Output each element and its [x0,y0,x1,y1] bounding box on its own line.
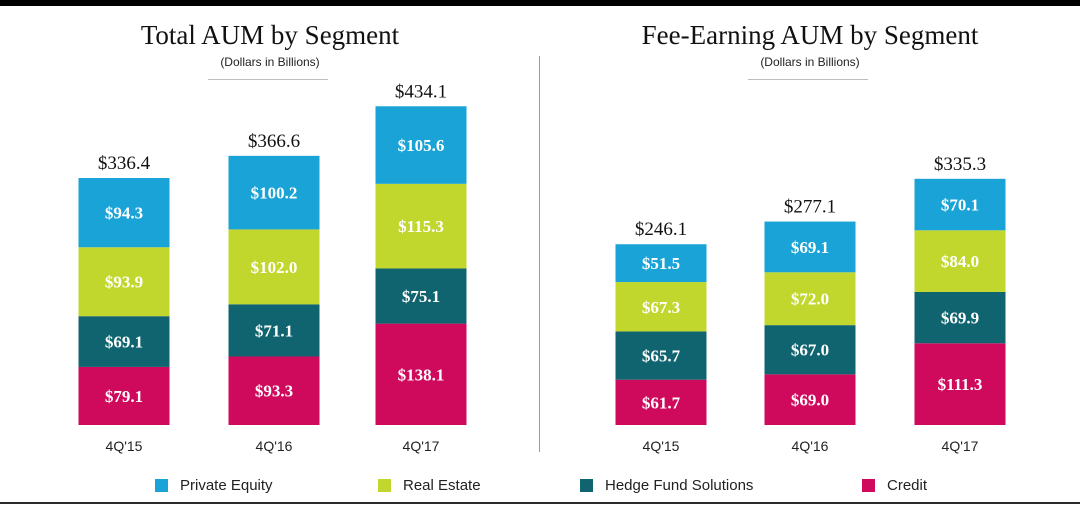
chart-subtitle: (Dollars in Billions) [760,55,860,69]
bottom-bar [0,502,1080,504]
data-label-private-equity: $69.1 [791,238,829,257]
bar-segment-private-equity [228,155,320,230]
bar-segment-credit [375,323,467,425]
title-rule [208,79,328,80]
category-label: 4Q'15 [106,438,143,454]
bar-segment-private-equity [375,106,467,184]
data-label-private-equity: $51.5 [642,254,680,273]
bar-segment-real-estate [914,230,1006,292]
bar-segment-hedge-fund-solutions [764,325,856,375]
data-label-credit: $111.3 [938,375,983,394]
bar-segment-real-estate [615,282,707,332]
data-label-credit: $79.1 [105,387,143,406]
legend-swatch [862,478,875,492]
category-label: 4Q'17 [403,438,440,454]
total-label: $335.3 [934,154,986,175]
total-label: $277.1 [784,197,836,218]
data-label-credit: $69.0 [791,391,829,410]
bar-segment-real-estate [375,183,467,269]
legend-swatch [378,478,391,492]
bar-segment-real-estate [764,272,856,326]
data-label-real-estate: $93.9 [105,273,143,292]
fee-earning-aum-panel: Fee-Earning AUM by Segment (Dollars in B… [540,0,1080,460]
bar-segment-credit [615,379,707,425]
data-label-hedge-fund-solutions: $69.1 [105,333,143,352]
total-aum-chart: $79.1 $69.1 $93.9 $94.3 $336.4 4Q'15 $93.3 $71.… [78,81,467,454]
legend-item-hedge-fund-solutions: Hedge Fund Solutions [580,474,753,496]
legend-label: Private Equity [180,476,273,494]
category-label: 4Q'16 [256,438,293,454]
chart-subtitle: (Dollars in Billions) [220,55,320,69]
legend-label: Credit [887,476,928,494]
bar-segment-hedge-fund-solutions [375,268,467,324]
category-label: 4Q'17 [942,438,979,454]
legend-item-credit: Credit [862,474,927,496]
bar-segment-hedge-fund-solutions [228,304,320,357]
top-bar [0,0,1080,6]
category-label: 4Q'15 [643,438,680,454]
data-label-hedge-fund-solutions: $71.1 [255,321,293,340]
data-label-credit: $61.7 [642,393,681,412]
data-label-private-equity: $105.6 [398,136,445,155]
total-aum-panel: Total AUM by Segment (Dollars in Billion… [0,0,540,460]
legend: Private Equity Real Estate Hedge Fund So… [0,474,1080,496]
data-label-private-equity: $70.1 [941,196,979,215]
bar-segment-private-equity [615,244,707,283]
legend-swatch [155,478,168,492]
bar-segment-hedge-fund-solutions [615,331,707,380]
bar-segment-private-equity [764,221,856,273]
data-label-hedge-fund-solutions: $67.0 [791,341,829,360]
legend-item-private-equity: Private Equity [155,474,273,496]
chart-title: Fee-Earning AUM by Segment [641,20,979,50]
legend-label: Real Estate [403,476,481,494]
legend-item-real-estate: Real Estate [378,474,481,496]
data-label-hedge-fund-solutions: $75.1 [402,287,440,306]
data-label-real-estate: $115.3 [398,217,444,236]
total-label: $434.1 [395,81,447,102]
legend-swatch [580,478,593,492]
chart-title: Total AUM by Segment [140,20,400,50]
total-label: $366.6 [248,131,300,152]
data-label-hedge-fund-solutions: $69.9 [941,309,979,328]
bar-segment-credit [914,343,1006,425]
bar-segment-hedge-fund-solutions [78,316,170,367]
total-label: $246.1 [635,219,687,240]
data-label-real-estate: $102.0 [251,258,298,277]
bar-segment-credit [764,374,856,425]
data-label-real-estate: $67.3 [642,298,680,317]
panel-divider [539,56,540,452]
bar-segment-private-equity [914,178,1006,231]
bar-segment-real-estate [78,247,170,317]
data-label-credit: $93.3 [255,382,293,401]
data-label-real-estate: $72.0 [791,290,829,309]
bar-segment-private-equity [78,178,170,248]
bar-segment-hedge-fund-solutions [914,291,1006,344]
legend-label: Hedge Fund Solutions [605,476,754,494]
bar-segment-credit [78,366,170,425]
bar-segment-real-estate [228,229,320,305]
category-label: 4Q'16 [792,438,829,454]
fee-earning-aum-chart: $61.7 $65.7 $67.3 $51.5 $246.1 4Q'15 $69.0 $67.… [615,154,1006,454]
data-label-private-equity: $94.3 [105,204,143,223]
title-rule [748,79,868,80]
data-label-credit: $138.1 [398,365,445,384]
bar-segment-credit [228,356,320,425]
data-label-private-equity: $100.2 [251,184,298,203]
data-label-hedge-fund-solutions: $65.7 [642,347,681,366]
data-label-real-estate: $84.0 [941,252,979,271]
total-label: $336.4 [98,153,151,174]
